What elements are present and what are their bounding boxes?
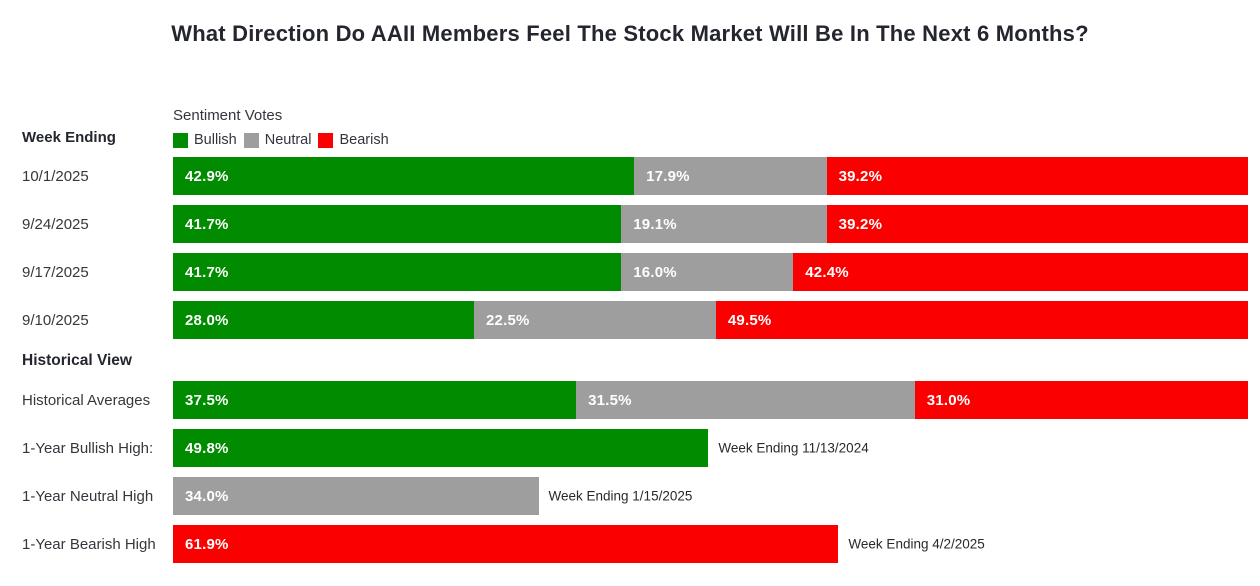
historical-view-section-title: Historical View bbox=[22, 352, 132, 369]
bullish-swatch-icon bbox=[173, 132, 188, 148]
neutral-bar-segment: 17.9% bbox=[634, 157, 827, 195]
row-label: Historical Averages bbox=[22, 391, 151, 409]
row-label: 1-Year Bullish High: bbox=[22, 439, 154, 457]
bullish-bar-segment: 49.8% bbox=[173, 429, 709, 467]
bullish-bar-segment: 41.7% bbox=[173, 205, 622, 243]
bar-track: 61.9% Week Ending 4/2/2025 bbox=[173, 525, 1248, 563]
chart-row: 1-Year Bullish High: 49.8% Week Ending 11/… bbox=[0, 429, 1260, 467]
row-label: 10/1/2025 bbox=[22, 167, 89, 185]
legend-items: Bullish Neutral Bearish bbox=[173, 132, 1260, 148]
chart-row: Historical Averages 37.5% 31.5% 31.0% bbox=[0, 381, 1260, 419]
week-ending-column-header: Week Ending bbox=[22, 129, 116, 146]
segment-value-label: 22.5% bbox=[486, 311, 530, 329]
bullish-bar-segment: 37.5% bbox=[173, 381, 577, 419]
bearish-swatch-icon bbox=[318, 132, 334, 148]
segment-value-label: 42.4% bbox=[805, 263, 849, 281]
segment-value-label: 17.9% bbox=[646, 167, 690, 185]
legend-label: Neutral bbox=[264, 132, 312, 148]
neutral-bar-segment: 16.0% bbox=[621, 253, 794, 291]
weekly-rows: 10/1/2025 42.9% 17.9% 39.2% 9/24/2025 41.7% 19… bbox=[0, 157, 1260, 339]
bar-annotation: Week Ending 11/13/2024 bbox=[718, 440, 869, 456]
historical-rows: Historical Averages 37.5% 31.5% 31.0% 1-Year… bbox=[0, 381, 1260, 563]
neutral-bar-segment: 34.0% bbox=[173, 477, 539, 515]
legend-label: Bearish bbox=[339, 132, 389, 148]
segment-value-label: 28.0% bbox=[185, 311, 229, 329]
neutral-swatch-icon bbox=[243, 132, 259, 148]
chart-row: 1-Year Bearish High 61.9% Week Ending 4/2/… bbox=[0, 525, 1260, 563]
segment-value-label: 39.2% bbox=[838, 167, 883, 185]
segment-value-label: 19.1% bbox=[633, 215, 677, 233]
bar-annotation: Week Ending 1/15/2025 bbox=[548, 488, 693, 504]
neutral-bar-segment: 31.5% bbox=[576, 381, 915, 419]
segment-value-label: 39.2% bbox=[838, 215, 883, 233]
bullish-bar-segment: 42.9% bbox=[173, 157, 635, 195]
row-label: 9/24/2025 bbox=[22, 215, 89, 233]
bullish-bar-segment: 41.7% bbox=[173, 253, 622, 291]
neutral-bar-segment: 19.1% bbox=[621, 205, 827, 243]
segment-value-label: 41.7% bbox=[185, 215, 229, 233]
legend-title: Sentiment Votes bbox=[173, 107, 283, 124]
bearish-bar-segment: 49.5% bbox=[715, 301, 1248, 339]
bar-annotation: Week Ending 4/2/2025 bbox=[848, 536, 985, 552]
segment-value-label: 49.8% bbox=[185, 439, 229, 457]
segment-value-label: 34.0% bbox=[185, 487, 229, 505]
bearish-bar-segment: 31.0% bbox=[914, 381, 1248, 419]
bar-track: 41.7% 16.0% 42.4% bbox=[173, 253, 1248, 291]
segment-value-label: 31.5% bbox=[588, 391, 632, 409]
bearish-bar-segment: 39.2% bbox=[826, 157, 1248, 195]
segment-value-label: 16.0% bbox=[633, 263, 677, 281]
bearish-bar-segment: 39.2% bbox=[826, 205, 1248, 243]
row-label: 1-Year Neutral High bbox=[22, 487, 154, 505]
legend-item-bearish: Bearish bbox=[318, 132, 389, 148]
bar-track: 37.5% 31.5% 31.0% bbox=[173, 381, 1248, 419]
segment-value-label: 37.5% bbox=[185, 391, 229, 409]
chart-row: 9/10/2025 28.0% 22.5% 49.5% bbox=[0, 301, 1260, 339]
bar-track: 49.8% Week Ending 11/13/2024 bbox=[173, 429, 1248, 467]
row-label: 9/17/2025 bbox=[22, 263, 89, 281]
chart-header-zone: Week Ending Sentiment Votes Bullish Neutr… bbox=[0, 107, 1260, 148]
legend: Sentiment Votes Bullish Neutral Bearish bbox=[173, 107, 1260, 148]
bullish-bar-segment: 28.0% bbox=[173, 301, 474, 339]
segment-value-label: 31.0% bbox=[926, 391, 971, 409]
bar-track: 28.0% 22.5% 49.5% bbox=[173, 301, 1248, 339]
segment-value-label: 61.9% bbox=[185, 535, 229, 553]
neutral-bar-segment: 22.5% bbox=[474, 301, 716, 339]
chart-row: 9/17/2025 41.7% 16.0% 42.4% bbox=[0, 253, 1260, 291]
row-label: 9/10/2025 bbox=[22, 311, 89, 329]
legend-item-neutral: Neutral bbox=[243, 132, 312, 148]
chart-title: What Direction Do AAII Members Feel The … bbox=[171, 21, 1089, 46]
bearish-bar-segment: 61.9% bbox=[173, 525, 839, 563]
chart-row: 10/1/2025 42.9% 17.9% 39.2% bbox=[0, 157, 1260, 195]
bar-track: 42.9% 17.9% 39.2% bbox=[173, 157, 1248, 195]
segment-value-label: 41.7% bbox=[185, 263, 229, 281]
bar-track: 41.7% 19.1% 39.2% bbox=[173, 205, 1248, 243]
row-label: 1-Year Bearish High bbox=[22, 535, 156, 553]
segment-value-label: 49.5% bbox=[727, 311, 772, 329]
bar-track: 34.0% Week Ending 1/15/2025 bbox=[173, 477, 1248, 515]
chart-row: 1-Year Neutral High 34.0% Week Ending 1/15… bbox=[0, 477, 1260, 515]
segment-value-label: 42.9% bbox=[185, 167, 229, 185]
legend-label: Bullish bbox=[194, 132, 237, 148]
bearish-bar-segment: 42.4% bbox=[793, 253, 1248, 291]
chart-row: 9/24/2025 41.7% 19.1% 39.2% bbox=[0, 205, 1260, 243]
legend-item-bullish: Bullish bbox=[173, 132, 237, 148]
